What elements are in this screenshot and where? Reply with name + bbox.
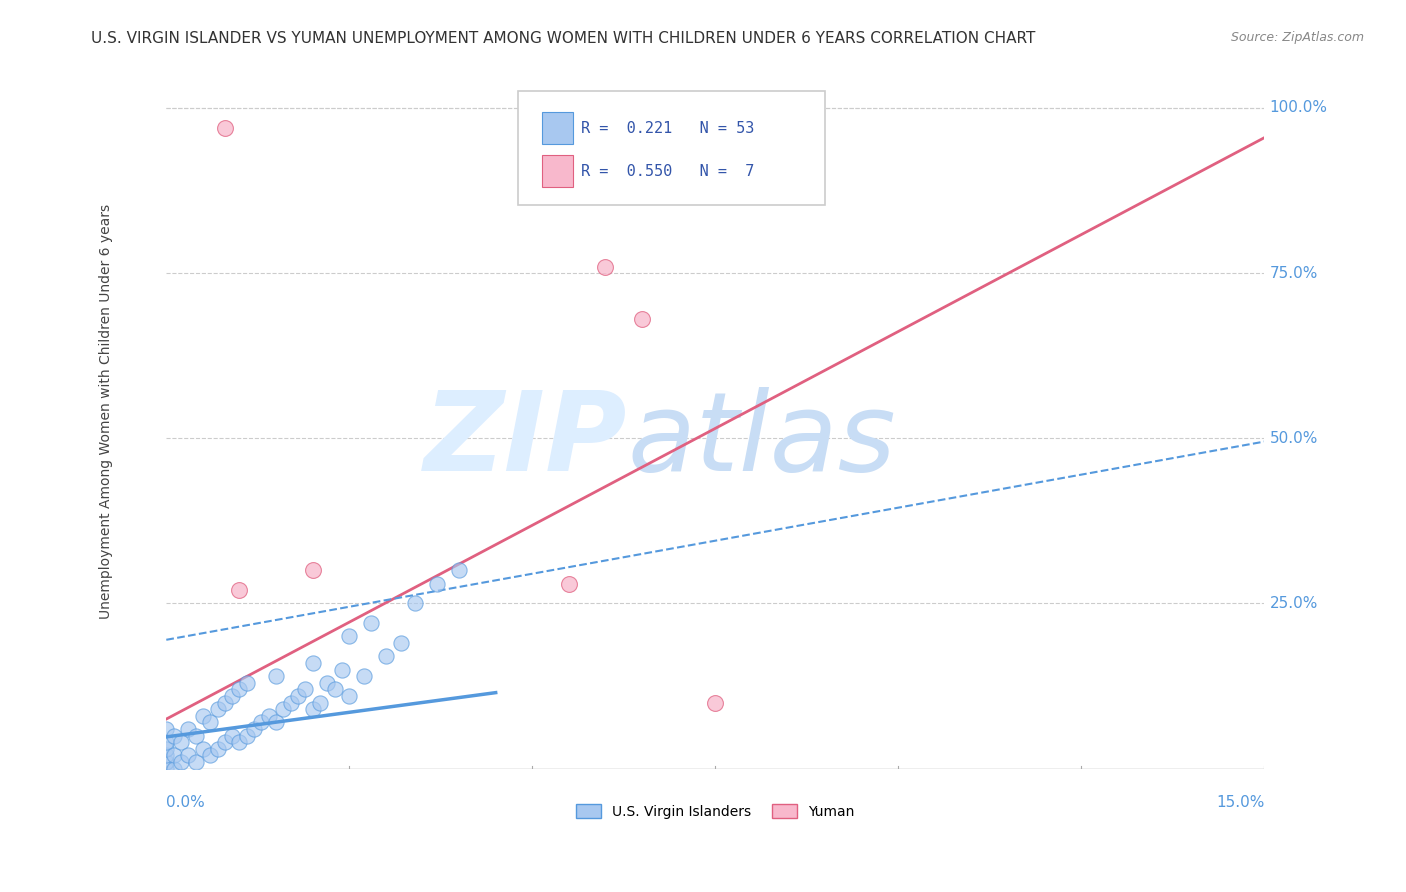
Text: 0.0%: 0.0% [166,795,205,810]
Point [170,755,193,769]
Point [228,583,250,598]
Point [353,669,375,683]
Point [243,722,266,736]
Text: 100.0%: 100.0% [1270,101,1327,115]
Point [301,563,323,577]
Text: Source: ZipAtlas.com: Source: ZipAtlas.com [1230,31,1364,45]
Point [155,748,177,763]
Text: U.S. VIRGIN ISLANDER VS YUMAN UNEMPLOYMENT AMONG WOMEN WITH CHILDREN UNDER 6 YEA: U.S. VIRGIN ISLANDER VS YUMAN UNEMPLOYME… [91,31,1036,46]
Point [404,597,426,611]
Point [360,616,382,631]
Point [184,755,207,769]
Point [236,729,259,743]
Point [558,576,581,591]
Point [155,762,177,776]
Point [287,689,309,703]
Point [177,748,200,763]
Point [337,630,360,644]
Point [155,741,177,756]
Point [294,682,316,697]
Text: 15.0%: 15.0% [1216,795,1264,810]
Point [236,675,259,690]
Point [595,260,617,274]
Point [155,735,177,749]
Point [207,702,229,716]
Text: R =  0.221   N = 53: R = 0.221 N = 53 [581,121,755,136]
Point [389,636,412,650]
FancyBboxPatch shape [541,112,572,145]
Point [337,689,360,703]
Point [221,729,243,743]
Point [264,669,287,683]
Point [228,735,250,749]
Point [316,675,339,690]
Point [184,729,207,743]
Point [155,755,177,769]
Point [250,715,273,730]
Point [162,729,184,743]
FancyBboxPatch shape [541,155,572,187]
FancyBboxPatch shape [517,91,825,205]
Text: ZIP: ZIP [425,387,627,494]
Point [704,696,727,710]
Point [155,722,177,736]
Point [426,576,449,591]
Text: R =  0.550   N =  7: R = 0.550 N = 7 [581,164,755,179]
Point [214,120,236,135]
Point [301,702,323,716]
Point [162,748,184,763]
Point [221,689,243,703]
Point [280,696,302,710]
Text: Unemployment Among Women with Children Under 6 years: Unemployment Among Women with Children U… [98,204,112,619]
Point [177,722,200,736]
Point [273,702,295,716]
Text: 50.0%: 50.0% [1270,431,1319,446]
Point [214,735,236,749]
Point [631,312,654,326]
Text: 75.0%: 75.0% [1270,266,1319,281]
Point [228,682,250,697]
Point [264,715,287,730]
Point [449,563,471,577]
Point [200,748,222,763]
Point [200,715,222,730]
Legend: U.S. Virgin Islanders, Yuman: U.S. Virgin Islanders, Yuman [569,797,862,826]
Point [191,708,214,723]
Point [374,649,396,664]
Point [214,696,236,710]
Point [162,762,184,776]
Point [330,663,353,677]
Point [191,741,214,756]
Text: atlas: atlas [627,387,896,494]
Point [170,735,193,749]
Point [323,682,346,697]
Point [257,708,280,723]
Point [301,656,323,670]
Point [309,696,332,710]
Point [207,741,229,756]
Text: 25.0%: 25.0% [1270,596,1319,611]
